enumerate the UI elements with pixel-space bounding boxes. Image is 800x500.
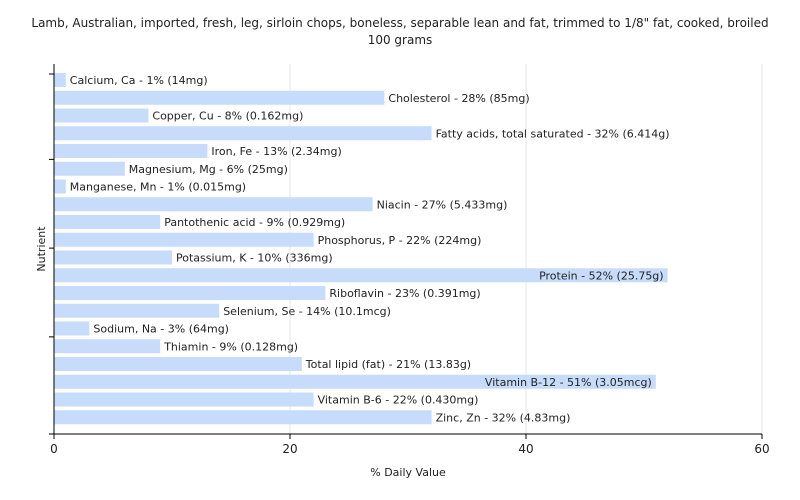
bar	[54, 108, 149, 123]
x-tick-label: 20	[282, 442, 297, 456]
x-tick-label: 60	[754, 442, 769, 456]
bar	[54, 268, 668, 283]
bar-label: Manganese, Mn - 1% (0.015mg)	[70, 181, 246, 194]
bar-label: Pantothenic acid - 9% (0.929mg)	[164, 216, 345, 229]
bar-label: Sodium, Na - 3% (64mg)	[93, 323, 229, 336]
bar-label: Protein - 52% (25.75g)	[539, 269, 664, 282]
bar	[54, 144, 208, 158]
bar	[54, 339, 161, 354]
bar-label: Riboflavin - 23% (0.391mg)	[329, 287, 480, 300]
bar-label: Copper, Cu - 8% (0.162mg)	[152, 110, 303, 123]
bar	[54, 90, 385, 105]
bars: Calcium, Ca - 1% (14mg) Cholesterol - 28%…	[54, 73, 670, 425]
bar-label: Niacin - 27% (5.433mg)	[377, 198, 508, 211]
bar-label: Zinc, Zn - 32% (4.83mg)	[436, 411, 571, 424]
bar-label: Fatty acids, total saturated - 32% (6.41…	[436, 127, 670, 140]
bar	[54, 286, 326, 300]
bar-label: Phosphorus, P - 22% (224mg)	[318, 234, 482, 247]
bar	[54, 374, 656, 389]
bar	[54, 161, 125, 176]
bar-label: Vitamin B-6 - 22% (0.430mg)	[318, 394, 479, 407]
y-axis-label: Nutrient	[35, 226, 48, 272]
bar-label: Selenium, Se - 14% (10.1mcg)	[223, 305, 391, 318]
x-tick-label: 0	[50, 442, 58, 456]
bar	[54, 410, 432, 425]
bar	[54, 215, 161, 229]
bar-label: Magnesium, Mg - 6% (25mg)	[129, 163, 288, 176]
bar	[54, 197, 373, 212]
bar	[54, 357, 302, 371]
chart-subtitle: 100 grams	[368, 33, 433, 47]
bar	[54, 250, 172, 265]
axes: 0 20 40 60	[49, 64, 770, 456]
bar-label: Vitamin B-12 - 51% (3.05mcg)	[485, 376, 652, 389]
bar-label: Total lipid (fat) - 21% (13.83g)	[305, 358, 471, 371]
bar	[54, 126, 432, 141]
grid	[289, 64, 763, 434]
chart-title: Lamb, Australian, imported, fresh, leg, …	[31, 16, 768, 30]
bar-label: Iron, Fe - 13% (2.34mg)	[211, 145, 341, 158]
bar	[54, 73, 66, 87]
bar-label: Calcium, Ca - 1% (14mg)	[70, 74, 208, 87]
bar-label: Cholesterol - 28% (85mg)	[388, 92, 529, 105]
bar	[54, 392, 314, 407]
bar	[54, 179, 66, 194]
bar-label: Potassium, K - 10% (336mg)	[176, 252, 333, 265]
bar	[54, 321, 90, 336]
plot-area	[54, 64, 762, 434]
bar-label: Thiamin - 9% (0.128mg)	[163, 340, 298, 353]
bar	[54, 232, 314, 247]
x-axis-label: % Daily Value	[370, 466, 446, 479]
x-tick-label: 40	[518, 442, 533, 456]
bar	[54, 303, 220, 318]
